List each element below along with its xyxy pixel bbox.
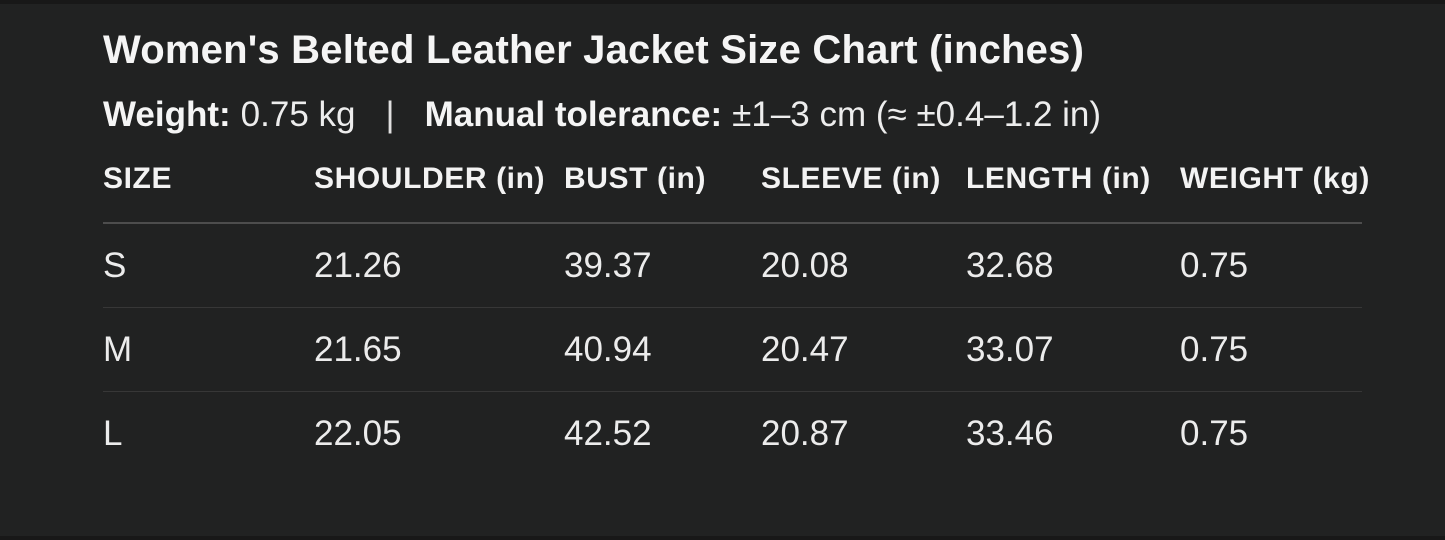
tolerance-label: Manual tolerance: (424, 95, 723, 134)
cell-shoulder: 21.65 (314, 307, 564, 392)
cell-bust: 40.94 (564, 307, 761, 392)
cell-sleeve: 20.47 (761, 307, 966, 392)
column-header-weight: WEIGHT (kg) (1180, 160, 1369, 224)
cell-shoulder: 21.26 (314, 223, 564, 308)
bottom-edge-divider (0, 536, 1445, 540)
cell-length: 33.46 (966, 414, 1054, 453)
cell-sleeve: 20.08 (761, 223, 966, 308)
tolerance-value: ±1–3 cm (≈ ±0.4–1.2 in) (732, 95, 1102, 134)
table-row: L 22.05 42.52 20.87 33.46 0.75 (103, 392, 1362, 476)
cell-length: 33.07 (966, 307, 1180, 392)
size-chart-panel: Women's Belted Leather Jacket Size Chart… (103, 28, 1369, 476)
cell-sleeve: 20.87 (761, 414, 849, 453)
weight-value: 0.75 kg (240, 95, 356, 134)
cell-weight: 0.75 (1180, 414, 1249, 453)
meta-line: Weight: 0.75 kg | Manual tolerance: ±1–3 cm … (103, 93, 1362, 137)
cell-shoulder: 22.05 (314, 414, 402, 453)
cell-bust: 39.37 (564, 223, 761, 308)
column-header-length: LENGTH (in) (966, 160, 1180, 224)
column-header-bust: BUST (in) (564, 160, 761, 224)
cell-bust: 42.52 (564, 414, 652, 453)
meta-separator: | (385, 95, 395, 134)
table-row: S 21.26 39.37 20.08 32.68 0.75 (103, 223, 1362, 308)
cell-weight: 0.75 (1180, 223, 1362, 308)
table-row: M 21.65 40.94 20.47 33.07 0.75 (103, 307, 1362, 392)
table-header-row: SIZE SHOULDER (in) BUST (in) SLEEVE (in)… (103, 160, 1369, 224)
size-chart-table: SIZE SHOULDER (in) BUST (in) SLEEVE (in)… (103, 160, 1369, 476)
column-header-sleeve: SLEEVE (in) (761, 160, 966, 224)
cell-size: S (103, 223, 314, 308)
cell-length: 32.68 (966, 223, 1180, 308)
cell-size: M (103, 307, 314, 392)
weight-label: Weight: (103, 95, 231, 134)
cell-weight: 0.75 (1180, 307, 1362, 392)
page-title: Women's Belted Leather Jacket Size Chart… (103, 28, 1085, 72)
cell-size: L (103, 414, 123, 453)
column-header-size: SIZE (103, 160, 314, 224)
column-header-shoulder: SHOULDER (in) (314, 160, 564, 224)
top-edge-divider (0, 0, 1445, 4)
